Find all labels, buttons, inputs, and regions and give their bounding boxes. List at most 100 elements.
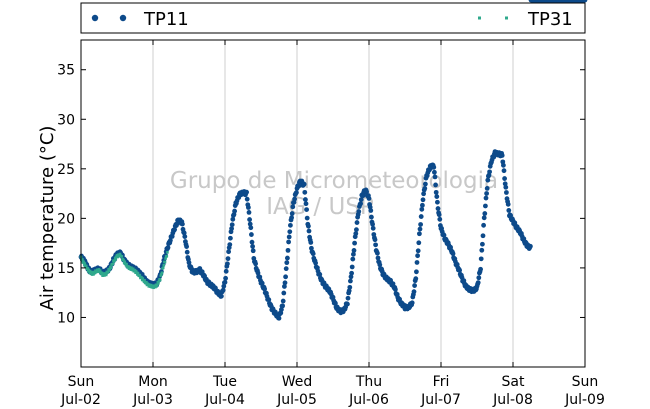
data-point-tp11 <box>168 238 173 243</box>
data-point-tp11 <box>377 262 383 268</box>
x-tick-label-day: Thu <box>355 374 382 390</box>
data-point-tp31 <box>104 273 108 277</box>
data-point-tp11 <box>417 226 423 232</box>
data-point-tp11 <box>282 280 288 286</box>
data-point-tp11 <box>414 269 419 275</box>
data-point-tp11 <box>249 232 254 237</box>
data-point-tp11 <box>437 216 443 222</box>
data-point-tp11 <box>375 250 380 256</box>
data-point-tp31 <box>160 272 163 276</box>
data-point-tp11 <box>457 267 462 273</box>
data-point-tp31 <box>141 277 145 280</box>
data-point-tp31 <box>109 266 113 270</box>
data-point-tp11 <box>358 201 363 207</box>
data-point-tp31 <box>166 251 169 254</box>
data-point-tp11 <box>506 208 512 213</box>
data-point-tp31 <box>98 269 102 272</box>
x-tick-label-day: Wed <box>282 374 313 390</box>
x-tick-label-day: Sun <box>68 374 95 390</box>
data-point-tp11 <box>504 190 509 195</box>
data-point-tp11 <box>483 195 489 201</box>
data-point-tp11 <box>285 255 290 261</box>
data-point-tp11 <box>419 206 425 212</box>
data-point-tp11 <box>349 270 354 276</box>
data-point-tp11 <box>280 303 285 309</box>
legend-box <box>80 2 586 34</box>
legend-label-tp31: TP31 <box>527 9 573 30</box>
y-axis-title: Air temperature (°C) <box>37 126 58 311</box>
data-point-tp11 <box>221 283 227 289</box>
data-point-tp11 <box>354 227 359 233</box>
data-point-tp11 <box>364 189 369 195</box>
data-point-tp11 <box>287 229 293 235</box>
data-point-tp11 <box>370 221 375 227</box>
data-point-tp11 <box>420 197 426 203</box>
data-point-tp31 <box>100 271 104 275</box>
data-point-tp11 <box>423 181 428 187</box>
data-point-tp31 <box>114 257 118 261</box>
data-point-tp11 <box>246 210 252 215</box>
x-tick-label-date: Jul-07 <box>420 392 461 408</box>
data-point-tp11 <box>409 300 415 306</box>
data-point-tp11 <box>255 270 261 276</box>
data-point-tp31 <box>138 273 142 277</box>
data-point-tp11 <box>368 208 374 213</box>
data-point-tp31 <box>90 270 93 274</box>
x-tick-label-date: Jul-03 <box>132 392 173 408</box>
data-point-tp11 <box>501 162 506 168</box>
data-point-tp11 <box>313 260 318 266</box>
watermark-line-1: Grupo de Micrometeorologia <box>170 168 498 194</box>
data-point-tp11 <box>250 244 256 249</box>
data-point-tp11 <box>288 222 293 228</box>
data-point-tp11 <box>420 202 425 208</box>
data-point-tp11 <box>223 275 229 281</box>
plot-area <box>81 40 585 367</box>
data-point-tp11 <box>353 231 359 237</box>
data-point-tp11 <box>220 287 226 293</box>
legend-marker-tp31 <box>505 16 508 20</box>
data-point-tp31 <box>111 262 115 266</box>
data-point-tp11 <box>499 153 505 158</box>
legend-entry-tp11: TP11 <box>91 9 189 30</box>
data-point-tp11 <box>484 186 490 191</box>
data-point-tp11 <box>292 196 297 202</box>
data-point-tp11 <box>476 275 482 281</box>
data-point-tp11 <box>226 249 232 255</box>
data-point-tp11 <box>373 242 378 248</box>
data-point-tp11 <box>422 185 428 191</box>
data-point-tp11 <box>228 235 233 241</box>
data-point-tp11 <box>349 264 355 270</box>
data-point-tp11 <box>484 191 489 196</box>
data-point-tp11 <box>432 169 437 175</box>
y-tick-label: 35 <box>57 63 75 79</box>
plot-frame <box>80 39 586 368</box>
data-point-tp11 <box>289 215 294 221</box>
data-point-tp11 <box>370 225 376 231</box>
data-point-tp11 <box>283 274 288 280</box>
data-point-tp11 <box>431 164 437 170</box>
data-point-tp11 <box>479 247 485 253</box>
data-point-tp11 <box>279 307 284 313</box>
data-point-tp11 <box>350 256 356 262</box>
data-point-tp11 <box>225 261 230 267</box>
data-point-tp11 <box>417 231 422 237</box>
data-point-tp11 <box>232 208 238 214</box>
data-point-tp11 <box>413 276 419 282</box>
data-point-tp31 <box>165 254 169 258</box>
data-point-tp11 <box>369 214 374 220</box>
y-tick-label: 15 <box>57 261 75 277</box>
y-axis-ticks: 10 15 20 25 30 35 <box>57 63 585 326</box>
data-point-tp31 <box>134 270 138 273</box>
data-point-tp31 <box>96 270 100 273</box>
data-point-tp11 <box>304 207 309 212</box>
data-point-tp11 <box>246 205 251 210</box>
data-point-tp11 <box>487 169 492 175</box>
data-point-tp11 <box>244 196 250 202</box>
data-point-tp11 <box>418 214 424 219</box>
data-point-tp31 <box>107 269 111 272</box>
data-point-tp11 <box>184 244 190 250</box>
data-point-tp11 <box>294 190 299 196</box>
data-point-tp31 <box>149 283 153 287</box>
x-tick-label-day: Sat <box>502 374 525 390</box>
